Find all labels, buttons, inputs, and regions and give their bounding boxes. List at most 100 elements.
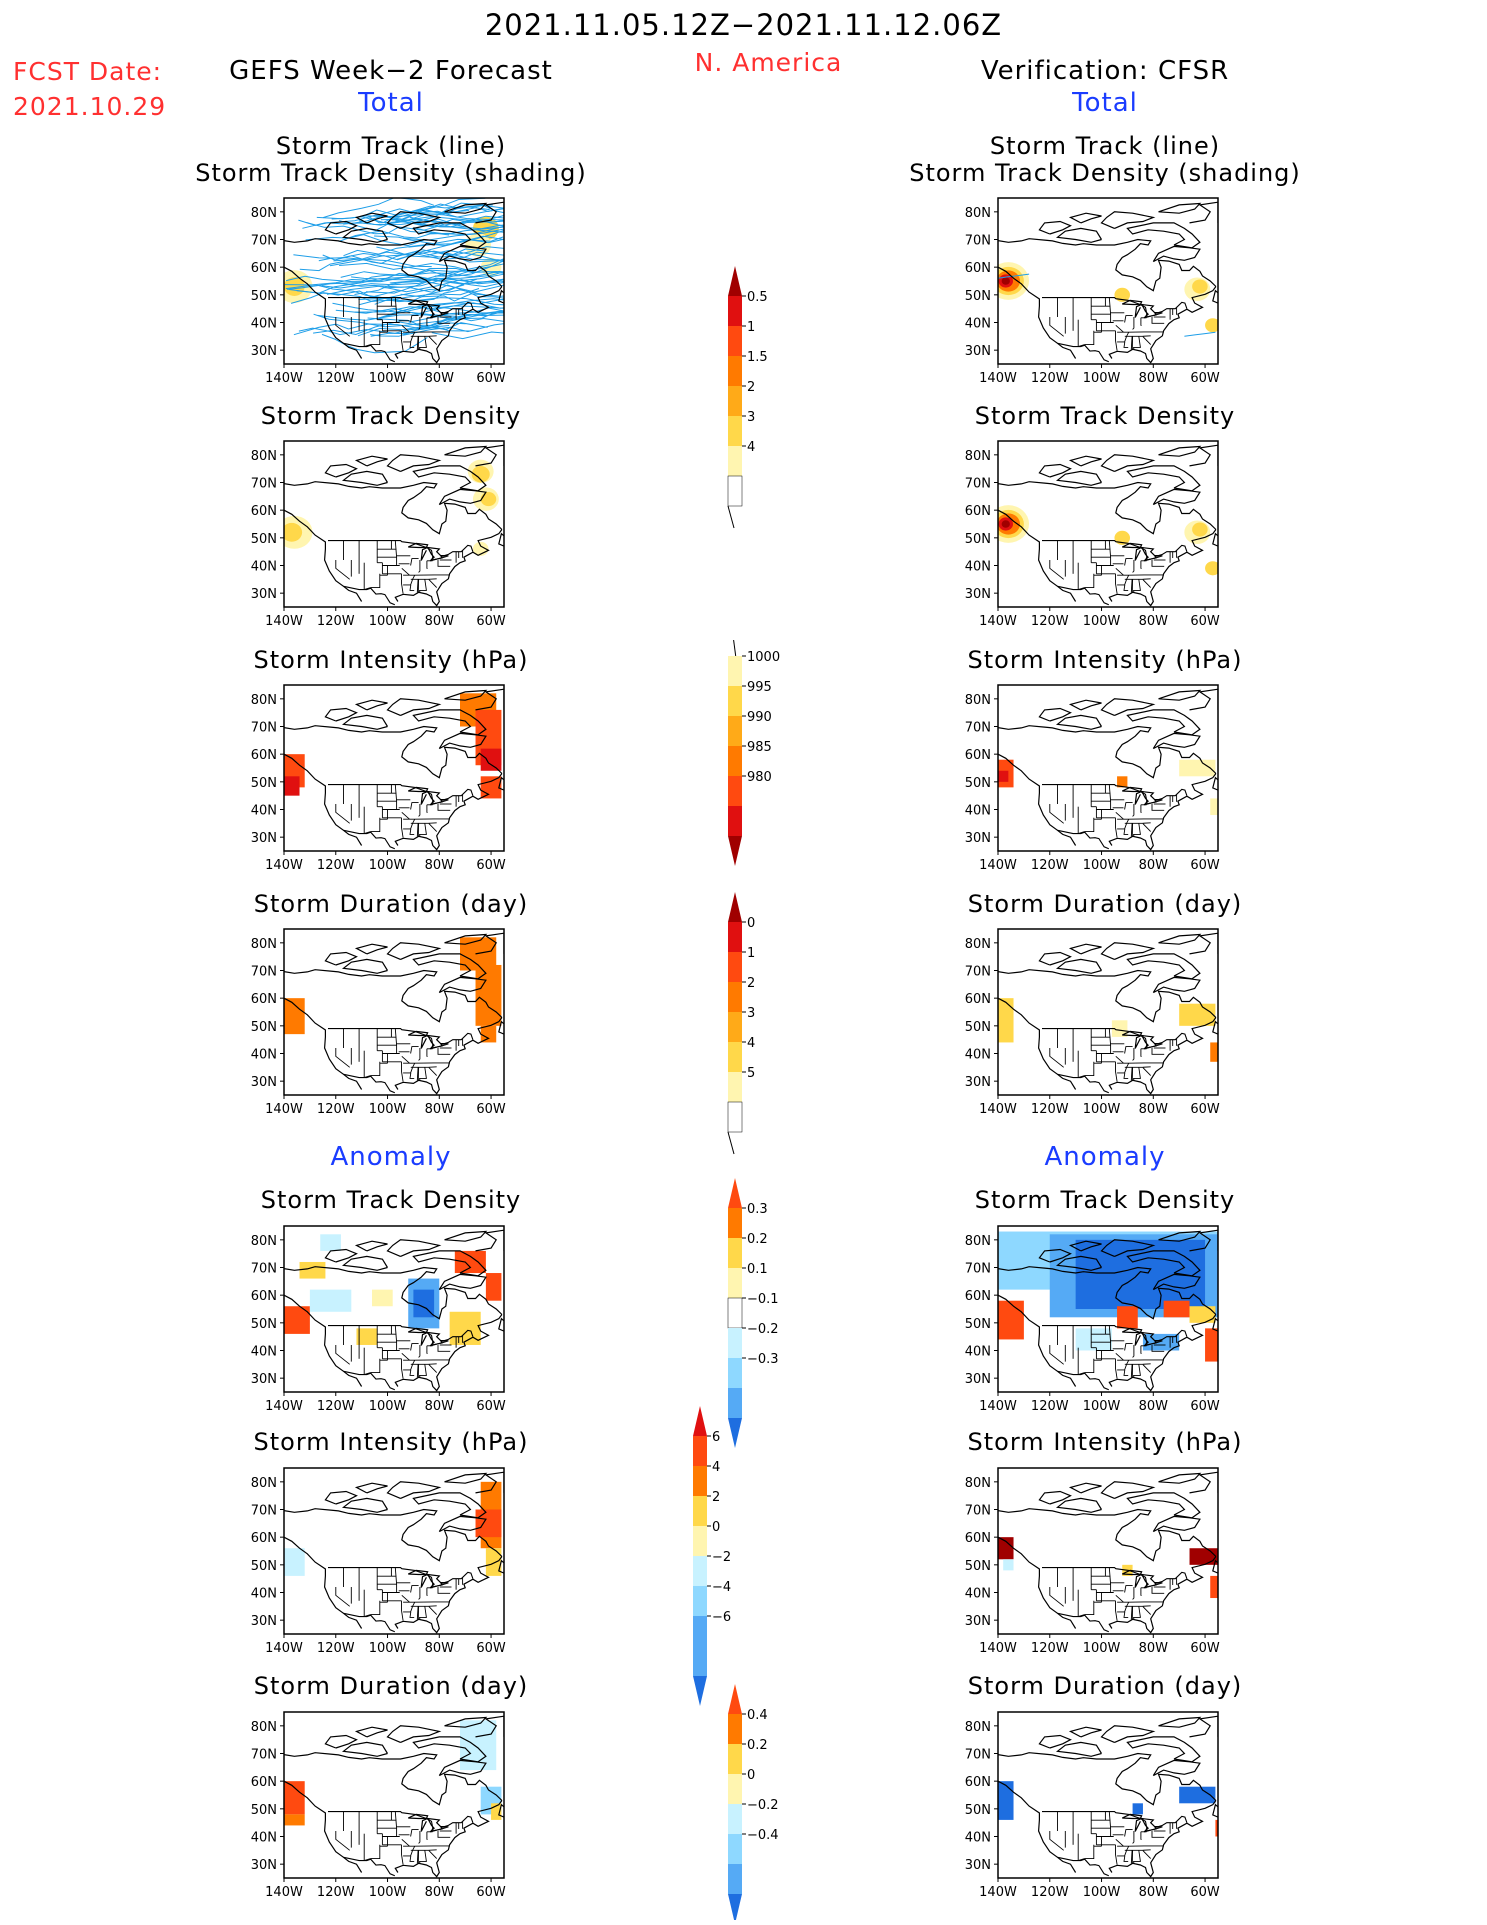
lat-tick-label: 50N xyxy=(965,1317,991,1332)
lon-tick-label: 120W xyxy=(1031,1399,1069,1414)
shaded-cell xyxy=(1075,1328,1112,1351)
storm-track-line xyxy=(384,284,504,299)
shaded-cell xyxy=(1189,1306,1216,1323)
verification-total-label: Total xyxy=(1072,88,1138,118)
shaded-cell xyxy=(480,776,502,799)
storm-track-line xyxy=(375,298,504,320)
lon-tick-label: 60W xyxy=(1190,1399,1220,1414)
colorbar-segment xyxy=(728,1072,742,1102)
colorbar-tick-label: 0.5 xyxy=(747,290,768,305)
storm-track-line xyxy=(434,260,504,277)
storm-track-line xyxy=(358,289,489,303)
verif-anom-duration-title: Storm Duration (day) xyxy=(967,1672,1243,1700)
density-blob xyxy=(284,522,303,542)
colorbar-segment xyxy=(728,1042,742,1072)
fcst-anom-intensity-title: Storm Intensity (hPa) xyxy=(253,1428,529,1456)
lon-tick-label: 140W xyxy=(979,1399,1017,1414)
colorbar-segment xyxy=(728,1268,742,1298)
storm-track-line xyxy=(326,279,504,295)
verif-track-subtitle: Storm Track Density (shading) xyxy=(909,159,1301,187)
colorbar-segment xyxy=(693,1526,707,1556)
colorbar-segment xyxy=(693,1646,707,1676)
storm-track-line xyxy=(329,250,504,267)
storm-track-line xyxy=(357,310,503,337)
lon-tick-label: 100W xyxy=(1083,614,1121,629)
lat-tick-label: 70N xyxy=(251,721,277,736)
lon-tick-label: 100W xyxy=(369,1885,407,1900)
colorbar-segment xyxy=(728,266,742,296)
colorbar-tick-label: 0.2 xyxy=(747,1232,768,1247)
verif-track-title: Storm Track (line) xyxy=(989,132,1221,160)
shaded-cell xyxy=(1205,1328,1218,1362)
verif-total-density-map: 80N 70N 60N 50N 40N 30N 140W 120W 100W 80W 60W xyxy=(965,440,1220,629)
lat-tick-label: 30N xyxy=(251,344,277,359)
lon-tick-label: 140W xyxy=(265,1641,303,1656)
storm-track-line xyxy=(338,226,504,242)
colorbar-tick-label: 995 xyxy=(747,680,772,695)
colorbar-segment xyxy=(727,1297,743,1329)
lon-tick-label: 80W xyxy=(1139,1102,1169,1117)
lon-tick-label: 60W xyxy=(476,1399,506,1414)
lat-tick-label: 60N xyxy=(965,1775,991,1790)
lat-tick-label: 40N xyxy=(251,804,277,819)
colorbar-segment xyxy=(728,1388,742,1418)
shaded-cell xyxy=(454,1250,486,1274)
lat-tick-label: 30N xyxy=(251,831,277,846)
shaded-cell xyxy=(356,1328,378,1345)
storm-track-line xyxy=(368,216,504,228)
lat-tick-label: 30N xyxy=(251,1858,277,1873)
colorbar-segment xyxy=(728,1328,742,1358)
shaded-cell xyxy=(485,1548,502,1576)
storm-track-line xyxy=(413,225,504,236)
lon-tick-label: 100W xyxy=(1083,1102,1121,1117)
lat-tick-label: 80N xyxy=(251,693,277,708)
colorbar-tick-label: 2 xyxy=(747,976,755,991)
total-duration-colorbar: 0 1 2 3 4 5 xyxy=(727,892,755,1155)
colorbar-tick-label: 1000 xyxy=(747,650,780,665)
lat-tick-label: 50N xyxy=(251,289,277,304)
lon-tick-label: 100W xyxy=(1083,1641,1121,1656)
lon-tick-label: 60W xyxy=(1190,371,1220,386)
shaded-cell xyxy=(998,1300,1024,1340)
storm-track-line xyxy=(1184,331,1216,337)
colorbar-segment xyxy=(693,1496,707,1526)
shaded-cell xyxy=(1189,1548,1218,1565)
colorbar-segment xyxy=(728,356,742,386)
colorbar-tick-label: 985 xyxy=(747,740,772,755)
lat-tick-label: 50N xyxy=(251,1559,277,1574)
lon-tick-label: 60W xyxy=(476,858,506,873)
colorbar-tick-label: 3 xyxy=(747,410,755,425)
fcst-total-density-map: 80N 70N 60N 50N 40N 30N 140W 120W 100W 80W 60W xyxy=(251,440,506,629)
lon-tick-label: 100W xyxy=(1083,858,1121,873)
density-blob xyxy=(1205,318,1218,333)
lat-tick-label: 50N xyxy=(251,532,277,547)
colorbar-segment xyxy=(728,1804,742,1834)
lat-tick-label: 50N xyxy=(251,776,277,791)
colorbar-segment xyxy=(728,386,742,416)
lat-tick-label: 60N xyxy=(251,1775,277,1790)
storm-track-line xyxy=(343,215,467,228)
colorbar-segment xyxy=(728,1012,742,1042)
lat-tick-label: 30N xyxy=(251,587,277,602)
storm-track-line xyxy=(321,333,428,354)
lat-tick-label: 40N xyxy=(251,1831,277,1846)
lat-tick-label: 80N xyxy=(251,1476,277,1491)
lat-tick-label: 60N xyxy=(965,1531,991,1546)
lon-tick-label: 80W xyxy=(425,858,455,873)
lon-tick-label: 80W xyxy=(1139,371,1169,386)
colorbar-tick-label: 0.1 xyxy=(747,1262,768,1277)
lon-tick-label: 100W xyxy=(369,858,407,873)
lon-tick-label: 140W xyxy=(265,1885,303,1900)
storm-track-line xyxy=(313,313,468,328)
shaded-cell xyxy=(1117,776,1128,788)
storm-track-line xyxy=(389,271,504,284)
shaded-cell xyxy=(1003,1559,1014,1571)
density-blob xyxy=(1205,561,1218,576)
storm-track-line xyxy=(339,262,504,274)
lat-tick-label: 50N xyxy=(965,289,991,304)
total-density-colorbar: 0.5 1 1.5 2 3 4 xyxy=(727,266,768,529)
lat-tick-label: 80N xyxy=(965,206,991,221)
lat-tick-label: 80N xyxy=(251,1720,277,1735)
lon-tick-label: 120W xyxy=(1031,614,1069,629)
storm-track-line xyxy=(428,250,504,263)
